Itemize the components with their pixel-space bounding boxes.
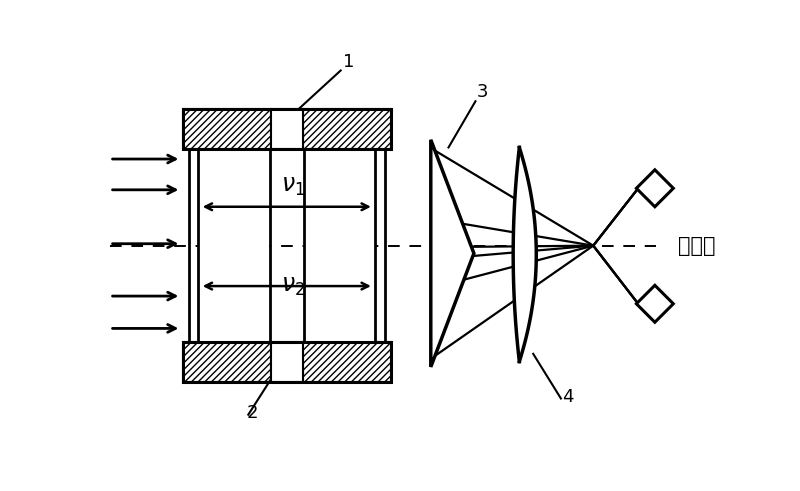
Bar (199, 149, 269, 342)
Text: 探测器: 探测器 (678, 236, 715, 256)
Bar (270, 109, 303, 149)
Text: 4: 4 (562, 387, 574, 406)
Bar (303, 342, 390, 382)
Text: $\nu_1$: $\nu_1$ (281, 173, 305, 197)
Polygon shape (513, 147, 536, 361)
Polygon shape (430, 140, 474, 367)
Bar (183, 342, 390, 382)
Bar (305, 149, 374, 342)
Text: 1: 1 (343, 54, 354, 71)
Polygon shape (636, 170, 674, 207)
Bar (303, 109, 390, 149)
Bar (183, 109, 270, 149)
Bar (183, 109, 390, 149)
Bar (183, 342, 270, 382)
Polygon shape (636, 285, 674, 322)
Text: $\nu_2$: $\nu_2$ (281, 274, 305, 299)
Text: 2: 2 (246, 404, 258, 422)
Bar (270, 342, 303, 382)
Text: 3: 3 (477, 82, 489, 101)
